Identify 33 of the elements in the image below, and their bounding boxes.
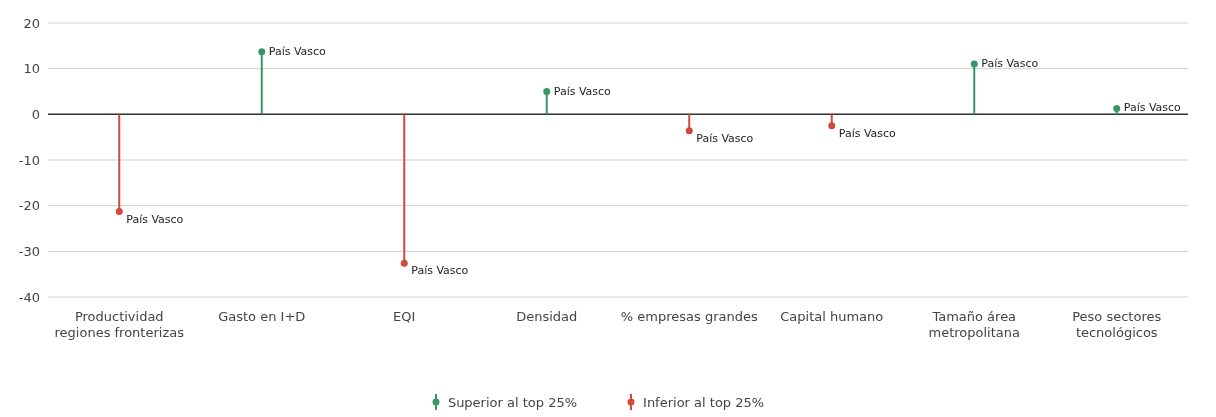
data-label: País Vasco — [411, 264, 469, 278]
point — [828, 122, 836, 130]
point — [258, 48, 266, 56]
point — [1113, 104, 1121, 112]
data-label: País Vasco — [1123, 101, 1182, 115]
y-tick-label: -10 — [18, 152, 40, 168]
data-label: País Vasco — [838, 126, 897, 140]
point — [685, 127, 693, 135]
legend-label: Superior al top 25% — [446, 393, 578, 412]
data-label: País Vasco — [268, 44, 327, 58]
x-tick-label: EQI — [393, 309, 416, 324]
x-tick-label: % empresas grandes — [620, 309, 758, 324]
y-tick-label: -40 — [18, 289, 40, 305]
data-label: País Vasco — [981, 57, 1039, 71]
point — [543, 88, 551, 95]
x-tick-label: Productividad regiones fronterizas — [54, 309, 185, 340]
y-tick-label: 20 — [23, 15, 40, 31]
data-label: País Vasco — [126, 212, 184, 226]
point — [115, 208, 123, 216]
y-tick-label: -30 — [18, 243, 40, 259]
x-tick-label: Gasto en I+D — [218, 309, 306, 324]
x-tick-label: Densidad — [516, 309, 578, 324]
y-tick-label: -20 — [18, 198, 40, 214]
x-tick-label: Capital humano — [780, 309, 884, 324]
y-tick-label: 10 — [23, 61, 40, 77]
point — [970, 60, 978, 68]
legend-label: Inferior al top 25% — [642, 393, 765, 412]
data-label: País Vasco — [696, 131, 754, 145]
x-tick-label: Tamaño área metropolitana — [928, 309, 1020, 340]
point — [400, 259, 408, 267]
data-label: País Vasco — [553, 84, 612, 98]
x-tick-label: Peso sectores tecnológicos — [1072, 309, 1162, 340]
y-tick-label: 0 — [31, 106, 40, 122]
